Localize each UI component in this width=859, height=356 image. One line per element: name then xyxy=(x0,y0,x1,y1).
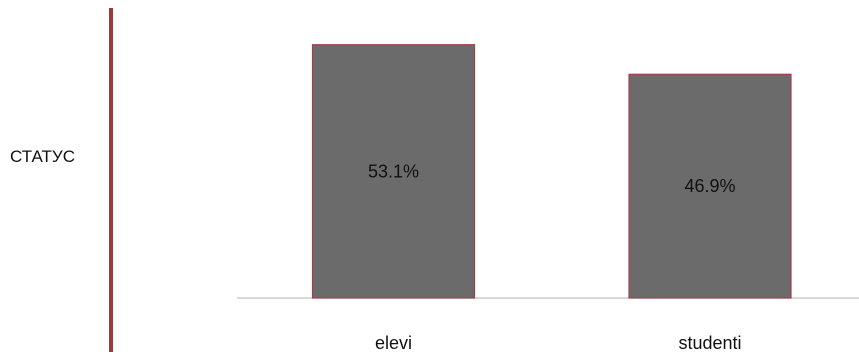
bar-elevi xyxy=(311,44,476,299)
category-group-label: СТАТУС xyxy=(10,147,76,166)
data-label-studenti: 46.9% xyxy=(684,176,735,196)
category-label-elevi: elevi xyxy=(375,333,412,353)
data-label-elevi: 53.1% xyxy=(368,161,419,181)
bars-layer: 53.1% elevi 46.9% studenti xyxy=(311,44,792,353)
bar-studenti xyxy=(628,73,792,299)
category-label-studenti: studenti xyxy=(678,333,741,353)
